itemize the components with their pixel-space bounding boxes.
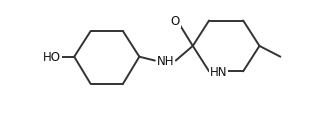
- Text: HN: HN: [210, 65, 227, 78]
- Text: HO: HO: [43, 51, 61, 64]
- Text: NH: NH: [157, 55, 174, 67]
- Text: O: O: [170, 15, 180, 28]
